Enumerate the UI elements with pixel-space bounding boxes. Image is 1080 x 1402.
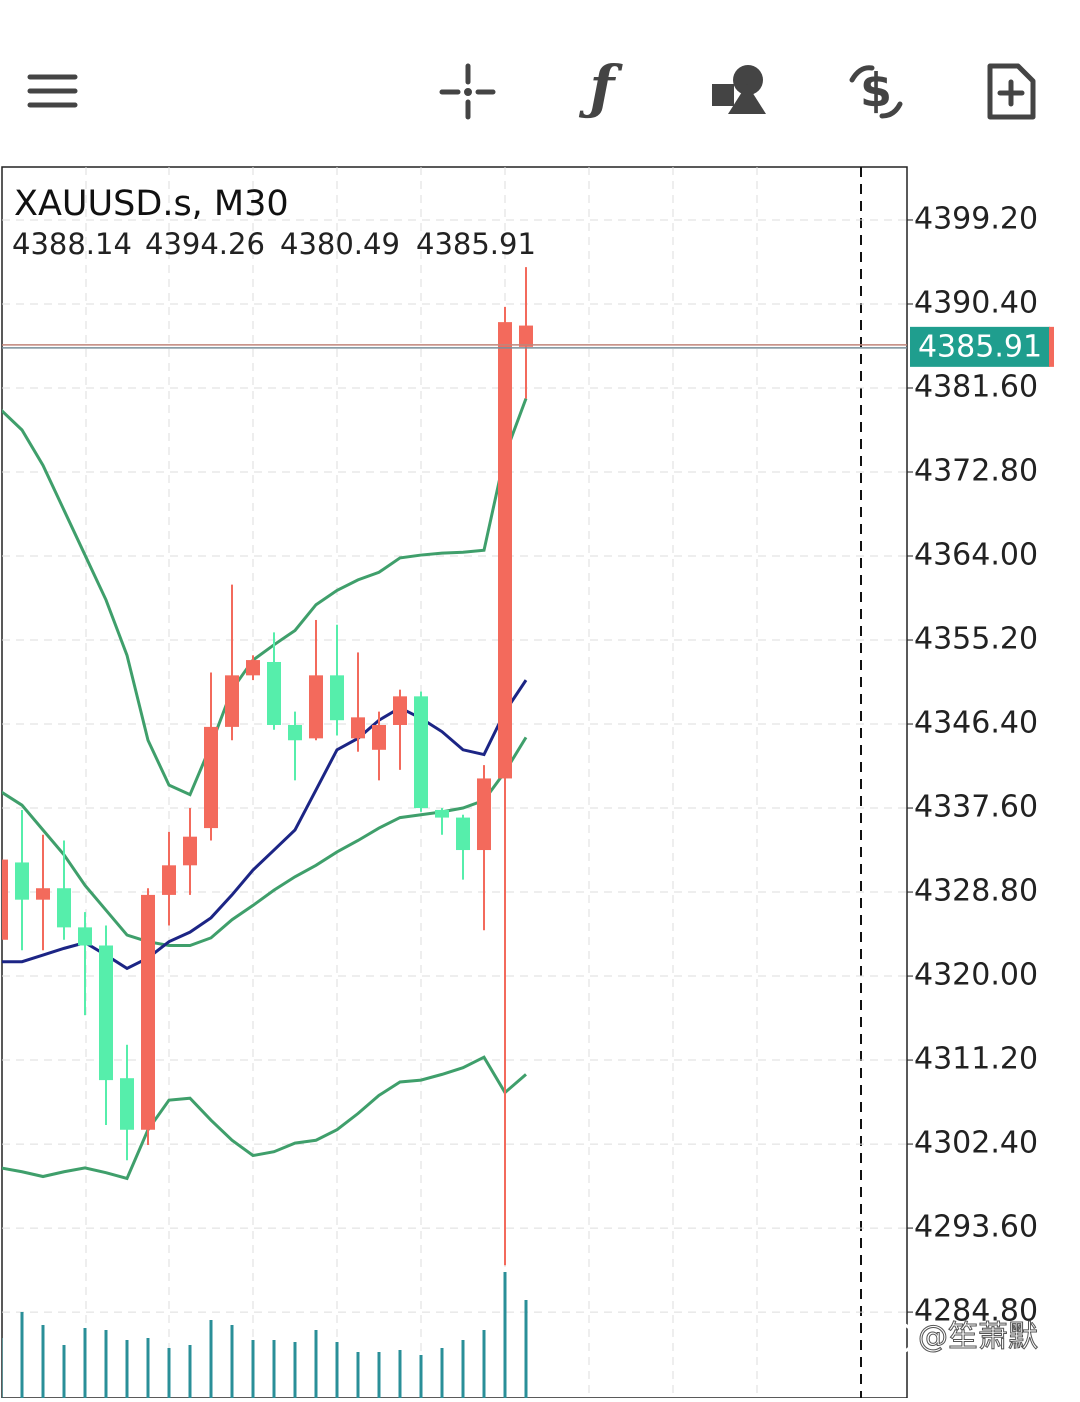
candle-body xyxy=(372,724,386,750)
candle-body xyxy=(246,660,260,676)
candle-body xyxy=(225,675,239,727)
volume-bar xyxy=(503,1272,507,1398)
volume-bar xyxy=(272,1340,276,1398)
candle-body xyxy=(330,675,344,721)
candle-body xyxy=(99,945,113,1081)
y-tick-label: 4337.60 xyxy=(914,790,1038,825)
volume-bar xyxy=(2,1338,3,1398)
volume-bar xyxy=(125,1340,129,1398)
volume-bar xyxy=(104,1330,108,1398)
candle-body xyxy=(288,724,302,741)
svg-text:ƒ: ƒ xyxy=(579,53,624,121)
candle-body xyxy=(57,888,71,928)
y-tick-label: 4293.60 xyxy=(914,1210,1038,1245)
plot-frame xyxy=(1,166,908,1399)
toolbar: ƒ $ xyxy=(27,53,1036,121)
candle-body xyxy=(15,862,29,900)
volume-bar xyxy=(356,1352,360,1398)
watermark-text: @笙萧默 xyxy=(918,1320,1038,1355)
candle-body xyxy=(477,778,491,851)
volume-bar xyxy=(20,1312,24,1398)
volume-bar xyxy=(209,1320,213,1398)
candle-body xyxy=(204,726,218,829)
indicator-line xyxy=(2,397,528,797)
chart-title: XAUUSD.s, M30 xyxy=(14,184,289,224)
volume-bar xyxy=(419,1355,423,1398)
candle-body xyxy=(498,322,512,779)
volume-bar xyxy=(335,1342,339,1398)
y-tick-label: 4399.20 xyxy=(914,201,1038,236)
svg-text:$: $ xyxy=(860,64,892,118)
volume-bar xyxy=(398,1350,402,1398)
menu-button[interactable] xyxy=(27,74,78,108)
y-tick-label: 4302.40 xyxy=(914,1126,1038,1161)
candle-body xyxy=(414,696,428,809)
volume-bar xyxy=(440,1348,444,1398)
volume-bar xyxy=(524,1300,528,1398)
volume-bar xyxy=(62,1345,66,1398)
trade-button[interactable]: $ xyxy=(849,64,903,119)
volume-bar xyxy=(167,1348,171,1398)
indicator-line xyxy=(2,1055,527,1181)
volume-bar xyxy=(41,1325,45,1398)
ohlc-low: 4380.49 xyxy=(280,227,400,261)
last-price-tag-edge xyxy=(1049,326,1054,367)
candle-body xyxy=(162,865,176,895)
last-price-label: 4385.91 xyxy=(918,329,1042,364)
candle-body xyxy=(183,836,197,866)
candle-body xyxy=(141,894,155,1130)
candle-body xyxy=(267,661,281,725)
volume-bar xyxy=(461,1340,465,1398)
objects-button[interactable] xyxy=(712,65,766,114)
volume-bar xyxy=(314,1330,318,1398)
volume-bar xyxy=(83,1328,87,1398)
ohlc-high: 4394.26 xyxy=(145,227,265,261)
watermark: @笙萧默 xyxy=(881,1319,1039,1355)
y-tick-label: 4390.40 xyxy=(914,285,1038,320)
ohlc-header: 4388.14 4394.26 4380.49 4385.91 xyxy=(12,227,536,261)
candle-body xyxy=(456,817,470,851)
volume-bar xyxy=(251,1340,255,1398)
y-tick-label: 4364.00 xyxy=(914,538,1038,573)
y-tick-label: 4320.00 xyxy=(914,958,1038,993)
candle-body xyxy=(393,696,407,725)
volume-bar xyxy=(482,1330,486,1398)
ohlc-open: 4388.14 xyxy=(12,227,132,261)
candle-body xyxy=(78,927,92,946)
crosshair-button[interactable] xyxy=(439,63,496,120)
y-tick-label: 4355.20 xyxy=(914,622,1038,657)
volume-bar xyxy=(146,1338,150,1398)
volume-bar xyxy=(188,1345,192,1398)
ohlc-close: 4385.91 xyxy=(416,227,536,261)
y-tick-label: 4311.20 xyxy=(914,1042,1038,1077)
y-tick-label: 4284.80 xyxy=(914,1294,1038,1329)
y-tick-label: 4381.60 xyxy=(914,369,1038,404)
indicators-button[interactable]: ƒ xyxy=(579,53,624,121)
new-order-button[interactable] xyxy=(987,63,1036,120)
candle-body xyxy=(36,888,50,900)
y-tick-label: 4346.40 xyxy=(914,706,1038,741)
candle-body xyxy=(309,675,323,739)
candle-body xyxy=(2,859,8,940)
volume-bar xyxy=(230,1325,234,1398)
volume-bar xyxy=(293,1342,297,1398)
y-tick-label: 4328.80 xyxy=(914,874,1038,909)
candle-body xyxy=(351,717,365,739)
candle-body xyxy=(120,1078,134,1130)
y-tick-label: 4372.80 xyxy=(914,454,1038,489)
candle-body xyxy=(519,325,533,347)
candle-body xyxy=(435,809,449,818)
last-price-tag xyxy=(910,326,1050,367)
volume-bar xyxy=(377,1352,381,1398)
